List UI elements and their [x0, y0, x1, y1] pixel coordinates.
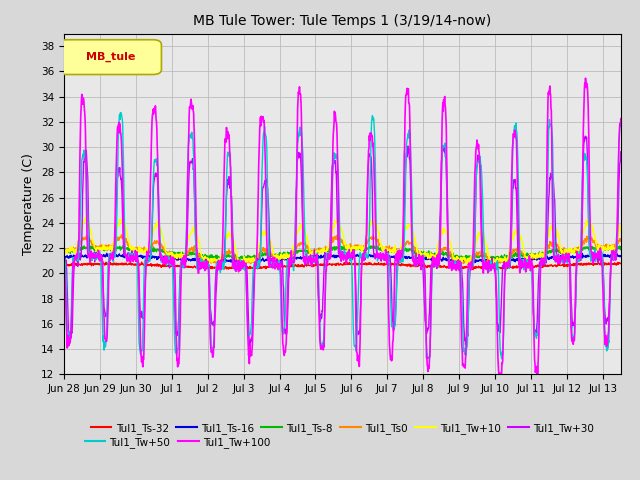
Y-axis label: Temperature (C): Temperature (C): [22, 153, 35, 255]
Legend: Tul1_Tw+50, Tul1_Tw+100: Tul1_Tw+50, Tul1_Tw+100: [81, 432, 274, 452]
FancyBboxPatch shape: [58, 40, 161, 74]
Title: MB Tule Tower: Tule Temps 1 (3/19/14-now): MB Tule Tower: Tule Temps 1 (3/19/14-now…: [193, 14, 492, 28]
Text: MB_tule: MB_tule: [86, 52, 135, 62]
